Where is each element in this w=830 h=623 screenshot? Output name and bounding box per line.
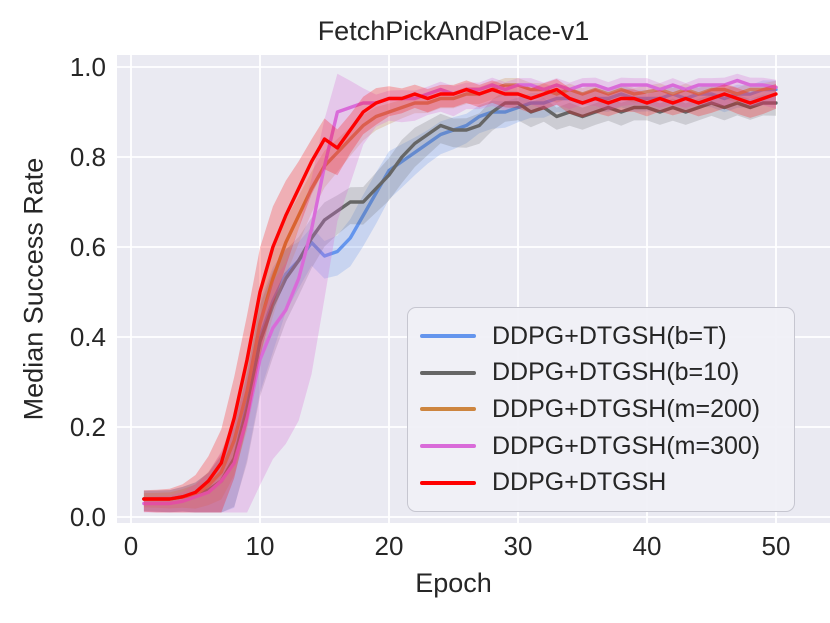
y-axis-label: Median Success Rate <box>18 157 49 421</box>
legend-label: DDPG+DTGSH(m=300) <box>492 431 761 460</box>
y-tick-label: 0.2 <box>69 412 106 442</box>
series-line <box>142 101 778 501</box>
legend-swatch <box>420 407 476 412</box>
y-tick-label: 0.6 <box>69 232 106 262</box>
legend-swatch <box>420 480 476 485</box>
legend-entry: DDPG+DTGSH(b=10) <box>408 358 794 387</box>
legend-swatch <box>420 370 476 375</box>
chart-title: FetchPickAndPlace-v1 <box>317 16 590 46</box>
confidence-band <box>143 80 776 513</box>
legend-entry: DDPG+DTGSH(m=300) <box>408 432 794 461</box>
y-tick-label: 0.8 <box>69 142 106 172</box>
x-tick-label: 30 <box>503 531 533 561</box>
confidence-band <box>143 73 776 513</box>
confidence-band <box>143 79 776 513</box>
y-tick-label: 0.0 <box>69 502 106 532</box>
series-line <box>142 87 778 501</box>
legend-swatch <box>420 444 476 449</box>
x-tick-label: 40 <box>632 531 662 561</box>
legend-label: DDPG+DTGSH(b=10) <box>492 358 740 387</box>
confidence-band <box>143 90 776 513</box>
legend-label: DDPG+DTGSH(b=T) <box>492 321 727 350</box>
x-tick-label: 10 <box>245 531 275 561</box>
legend-entry: DDPG+DTGSH <box>408 468 794 497</box>
series-line <box>142 83 778 501</box>
x-tick-label: 20 <box>374 531 404 561</box>
legend-entry: DDPG+DTGSH(b=T) <box>408 322 794 351</box>
legend-label: DDPG+DTGSH <box>492 468 667 497</box>
legend-label: DDPG+DTGSH(m=200) <box>492 394 761 423</box>
x-axis-label: Epoch <box>415 568 492 598</box>
legend: DDPG+DTGSH(b=T) DDPG+DTGSH(b=10) DDPG+DTGS… <box>407 307 795 512</box>
x-tick-label: 50 <box>761 531 791 561</box>
y-tick-label: 0.4 <box>69 322 106 352</box>
legend-swatch <box>420 334 476 339</box>
legend-entry: DDPG+DTGSH(m=200) <box>408 395 794 424</box>
x-tick-label: 0 <box>123 531 139 561</box>
y-tick-label: 1.0 <box>69 52 106 82</box>
